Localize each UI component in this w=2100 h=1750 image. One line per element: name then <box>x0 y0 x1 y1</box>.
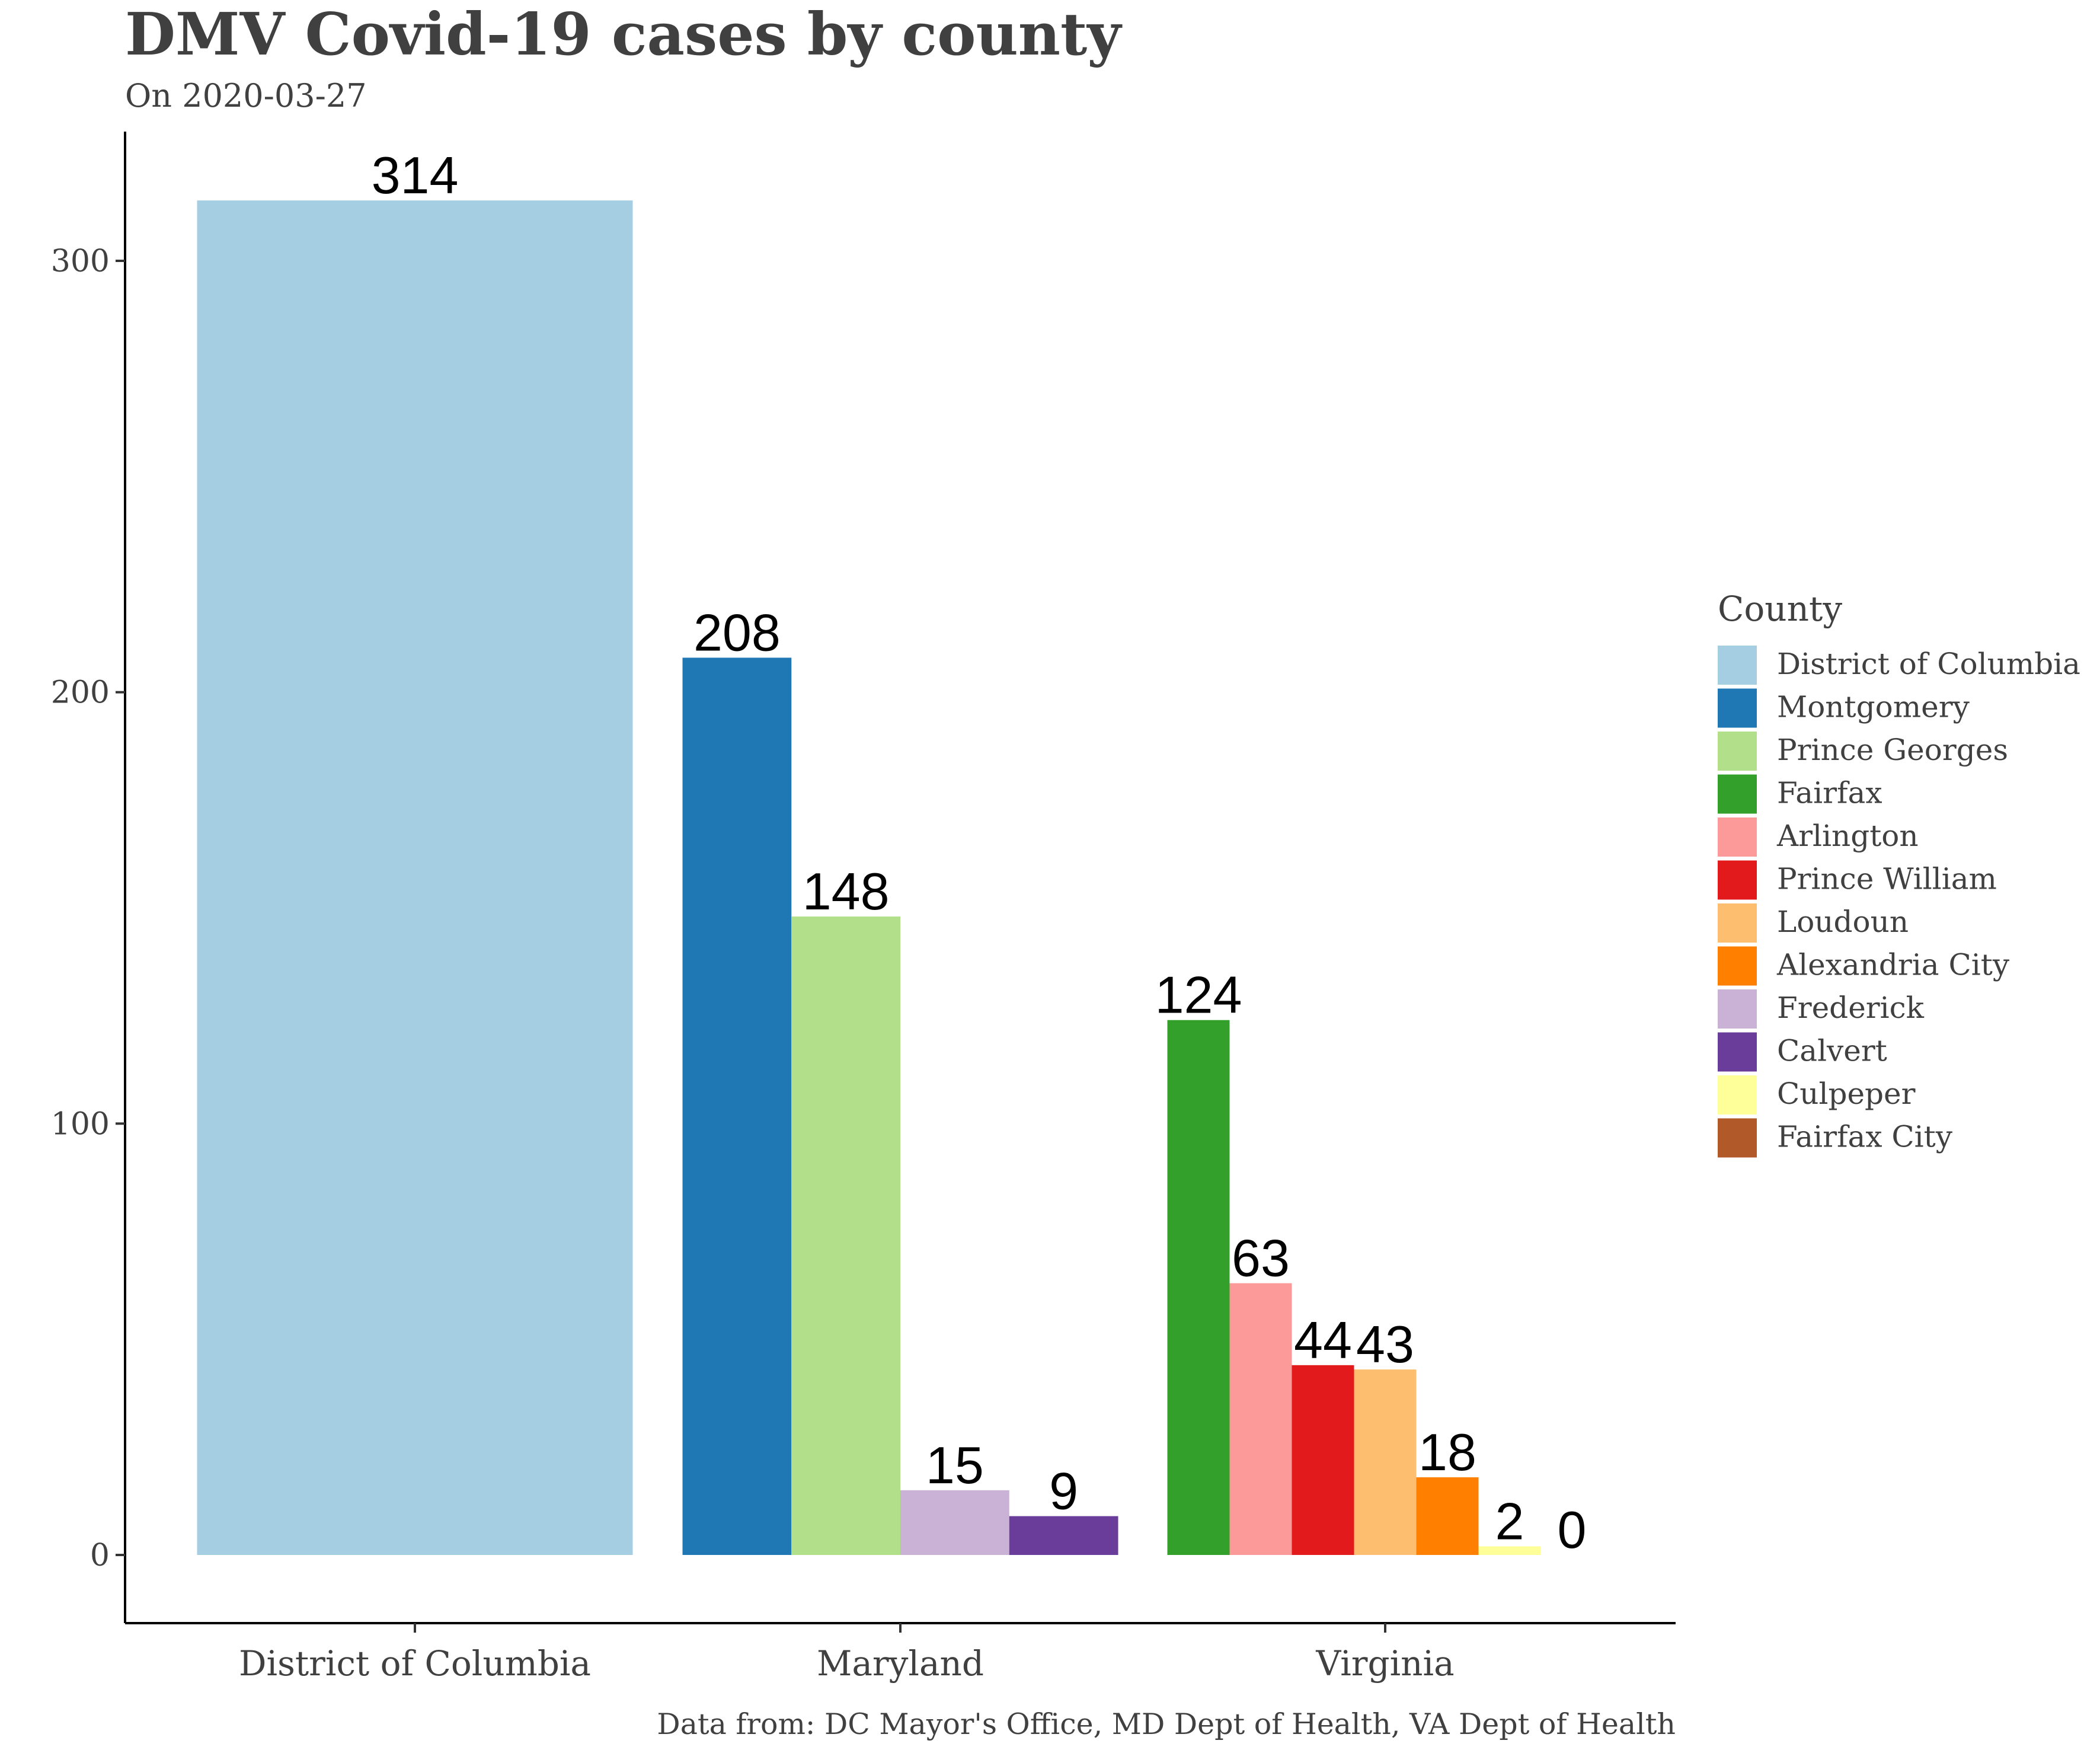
legend-swatch <box>1718 774 1757 814</box>
data-label: 0 <box>1558 1500 1587 1559</box>
legend-label: Montgomery <box>1777 690 1970 724</box>
data-label: 15 <box>926 1436 984 1494</box>
legend-label: Loudoun <box>1777 905 1909 939</box>
legend-title: County <box>1718 589 1842 629</box>
legend-swatch <box>1718 732 1757 771</box>
legend-label: Prince William <box>1777 862 1997 896</box>
y-tick-label: 200 <box>51 675 110 711</box>
x-tick-label: Maryland <box>817 1643 984 1684</box>
bar <box>1167 1020 1230 1555</box>
bar <box>1416 1477 1479 1555</box>
data-label: 2 <box>1495 1492 1524 1550</box>
legend-label: Arlington <box>1776 819 1919 853</box>
x-axis: District of Columbia Maryland Virginia <box>125 1622 1676 1684</box>
legend-swatch <box>1718 989 1757 1029</box>
data-label: 63 <box>1232 1229 1290 1288</box>
x-tick-label: Virginia <box>1315 1643 1454 1684</box>
bar <box>1292 1365 1354 1555</box>
bar <box>900 1490 1009 1555</box>
bar <box>1009 1516 1118 1555</box>
legend-swatch <box>1718 1118 1757 1158</box>
data-label: 43 <box>1356 1315 1414 1374</box>
chart-subtitle: On 2020-03-27 <box>125 77 367 114</box>
bar <box>682 657 792 1555</box>
legend-swatch <box>1718 817 1757 857</box>
legend-swatch <box>1718 860 1757 900</box>
y-axis: 0 100 200 300 <box>51 132 126 1623</box>
x-tick-label: District of Columbia <box>239 1643 591 1684</box>
legend-label: Fairfax <box>1777 776 1882 810</box>
legend: County District of Columbia Montgomery Pri… <box>1718 589 2080 1158</box>
y-tick-label: 300 <box>51 244 110 279</box>
data-label: 18 <box>1418 1423 1476 1481</box>
bar <box>1354 1369 1417 1555</box>
chart-title: DMV Covid-19 cases by county <box>125 1 1123 69</box>
legend-swatch <box>1718 688 1757 728</box>
legend-label: Calvert <box>1777 1034 1887 1068</box>
legend-swatch <box>1718 1075 1757 1114</box>
legend-label: District of Columbia <box>1777 647 2080 681</box>
chart-caption: Data from: DC Mayor's Office, MD Dept of… <box>657 1707 1676 1741</box>
legend-label: Fairfax City <box>1777 1120 1953 1154</box>
data-label: 9 <box>1049 1462 1078 1521</box>
bar <box>791 916 900 1555</box>
y-tick-label: 100 <box>51 1106 110 1142</box>
data-label: 208 <box>693 603 781 662</box>
legend-label: Frederick <box>1777 991 1925 1025</box>
legend-swatch <box>1718 1032 1757 1072</box>
legend-swatch <box>1718 903 1757 943</box>
legend-swatch <box>1718 646 1757 685</box>
data-label: 44 <box>1294 1311 1352 1369</box>
data-label: 124 <box>1155 966 1242 1024</box>
y-tick-label: 0 <box>90 1538 110 1573</box>
legend-label: Prince Georges <box>1777 733 2008 767</box>
data-label: 148 <box>803 862 890 921</box>
legend-label: Alexandria City <box>1776 948 2010 982</box>
bars-layer <box>197 200 1541 1555</box>
bar <box>1229 1283 1292 1555</box>
data-label: 314 <box>372 146 459 205</box>
bar <box>197 200 633 1555</box>
legend-swatch <box>1718 946 1757 986</box>
bar <box>1478 1546 1541 1555</box>
legend-label: Culpeper <box>1777 1077 1916 1111</box>
